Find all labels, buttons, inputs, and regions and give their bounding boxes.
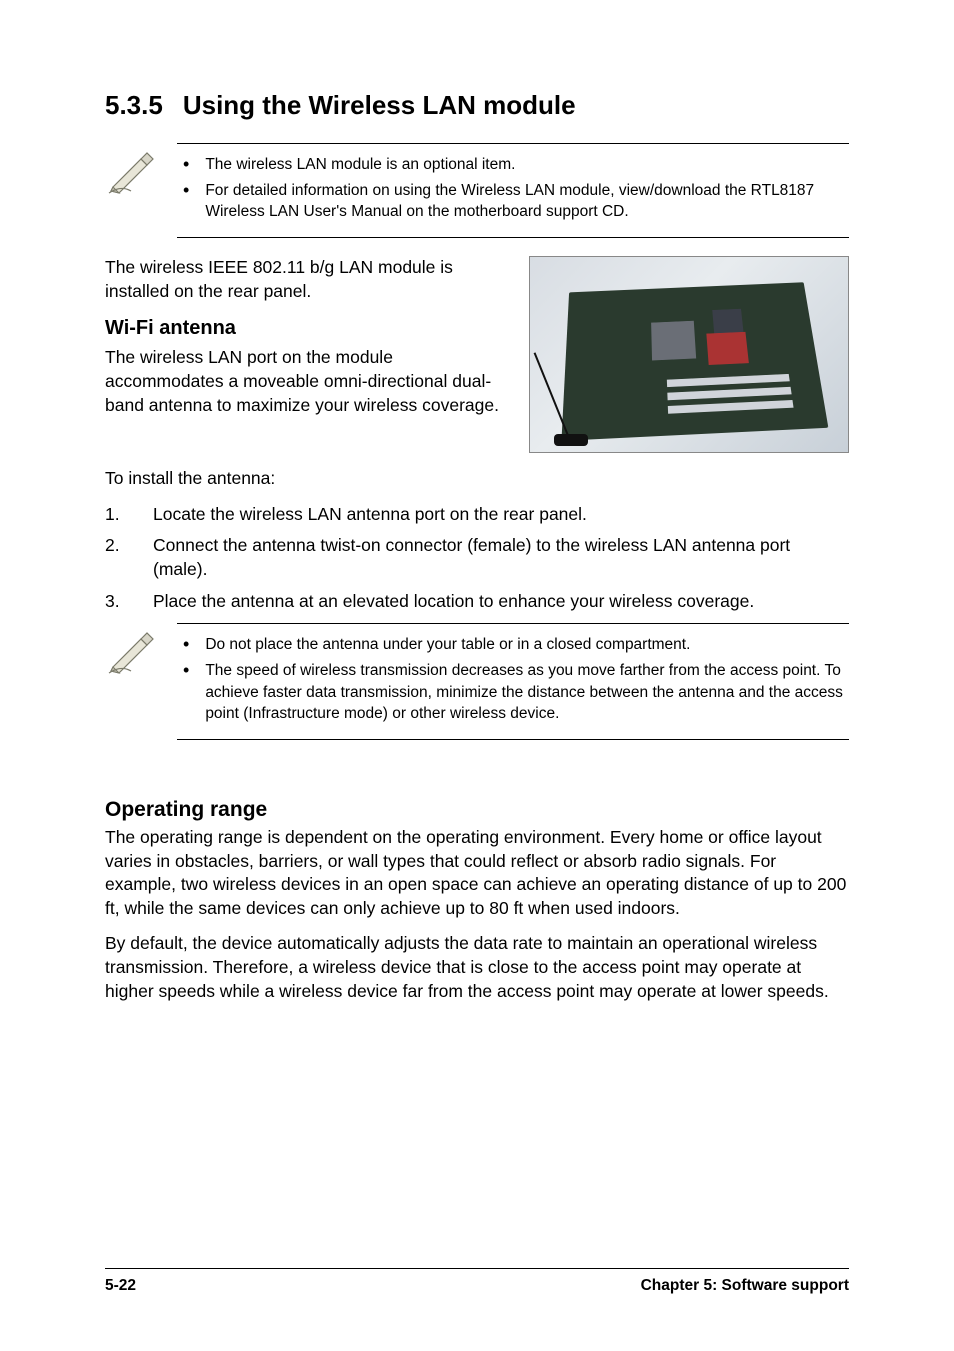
range-p2: By default, the device automatically adj… <box>105 932 849 1003</box>
install-steps: Locate the wireless LAN antenna port on … <box>105 503 849 614</box>
range-heading: Operating range <box>105 798 849 822</box>
step-text: Place the antenna at an elevated locatio… <box>153 590 754 614</box>
note-box-2: Do not place the antenna under your tabl… <box>107 623 849 740</box>
intro-block: The wireless IEEE 802.11 b/g LAN module … <box>105 256 849 453</box>
range-p1: The operating range is dependent on the … <box>105 826 849 921</box>
page-number: 5-22 <box>105 1277 136 1295</box>
section-heading: 5.3.5 Using the Wireless LAN module <box>105 90 849 121</box>
intro-text: The wireless IEEE 802.11 b/g LAN module … <box>105 256 501 303</box>
wifi-heading: Wi-Fi antenna <box>105 315 501 342</box>
section-number: 5.3.5 <box>105 90 163 121</box>
note2-item: The speed of wireless transmission decre… <box>205 660 849 725</box>
pencil-note-icon <box>107 627 155 675</box>
install-lead: To install the antenna: <box>105 467 849 491</box>
step-text: Locate the wireless LAN antenna port on … <box>153 503 587 527</box>
note-content: Do not place the antenna under your tabl… <box>177 623 849 740</box>
wifi-text: The wireless LAN port on the module acco… <box>105 346 501 417</box>
note-box-1: The wireless LAN module is an optional i… <box>107 143 849 238</box>
section-title-text: Using the Wireless LAN module <box>183 90 576 121</box>
note2-item: Do not place the antenna under your tabl… <box>205 634 690 656</box>
note-content: The wireless LAN module is an optional i… <box>177 143 849 238</box>
footer: 5-22 Chapter 5: Software support <box>105 1268 849 1295</box>
note1-item: The wireless LAN module is an optional i… <box>205 154 515 176</box>
motherboard-photo <box>529 256 849 453</box>
pencil-note-icon <box>107 147 155 195</box>
note1-item: For detailed information on using the Wi… <box>205 180 849 223</box>
chapter-label: Chapter 5: Software support <box>641 1277 849 1295</box>
step-text: Connect the antenna twist-on connector (… <box>153 534 849 581</box>
